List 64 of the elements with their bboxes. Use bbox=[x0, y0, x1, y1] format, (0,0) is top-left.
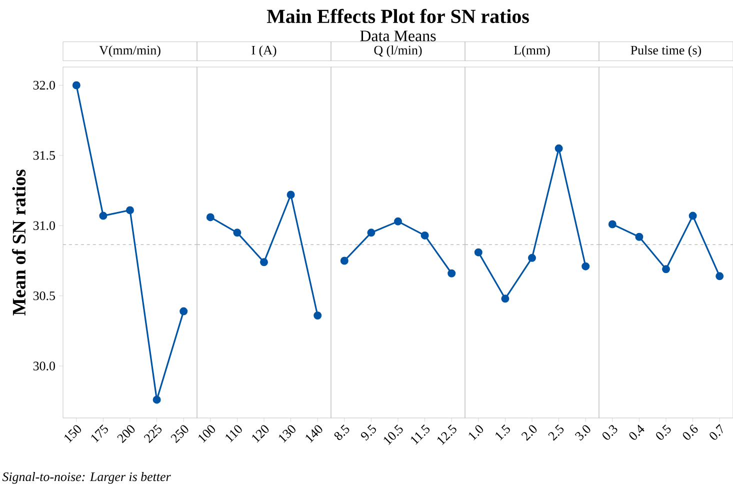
x-axis-title: V(mm/min) bbox=[99, 45, 160, 58]
point bbox=[286, 190, 295, 199]
y-axis-title: Mean of SN ratios bbox=[12, 170, 26, 316]
x-tick-label: 3.0 bbox=[575, 425, 590, 441]
x-tick-label: 0.6 bbox=[682, 424, 698, 440]
chart-title: Main Effects Plot for SN ratios bbox=[266, 8, 529, 24]
x-tick-label: 175 bbox=[91, 424, 108, 443]
point bbox=[99, 212, 108, 220]
point bbox=[180, 307, 188, 316]
point bbox=[635, 232, 644, 241]
x-tick-label: 0.5 bbox=[656, 424, 671, 440]
y-tick-label: 30.5 bbox=[33, 291, 55, 300]
x-tick-label: 140 bbox=[306, 425, 322, 443]
point bbox=[662, 265, 670, 274]
point bbox=[340, 256, 348, 265]
x-tick-label: 11.5 bbox=[410, 424, 430, 445]
x-tick-label: 120 bbox=[252, 425, 269, 443]
x-tick-label: 9.5 bbox=[361, 424, 376, 441]
x-tick-label: 225 bbox=[144, 424, 162, 444]
point bbox=[260, 258, 268, 266]
point bbox=[206, 213, 214, 222]
x-tick-label: 1.0 bbox=[468, 425, 484, 440]
point bbox=[314, 311, 322, 320]
point bbox=[367, 228, 376, 237]
point bbox=[72, 81, 80, 90]
x-axis-title: I (A) bbox=[252, 45, 276, 58]
chart-subtitle: Data Means bbox=[360, 30, 436, 42]
point bbox=[152, 396, 161, 404]
x-tick-label: 0.4 bbox=[629, 424, 644, 440]
point bbox=[688, 212, 697, 220]
x-tick-label: 150 bbox=[64, 425, 82, 443]
x-tick-label: 130 bbox=[278, 425, 296, 443]
point bbox=[716, 272, 724, 280]
x-axis-title: Q (l/min) bbox=[374, 45, 422, 58]
y-tick-label: 31.5 bbox=[33, 151, 55, 160]
point bbox=[474, 248, 482, 256]
point bbox=[126, 206, 134, 214]
x-axis-title: L(mm) bbox=[514, 45, 550, 58]
y-tick-label: 31.0 bbox=[33, 221, 55, 230]
point bbox=[394, 217, 402, 226]
x-tick-label: 0.7 bbox=[710, 424, 723, 440]
point bbox=[420, 231, 429, 240]
point bbox=[501, 294, 510, 303]
point bbox=[582, 262, 590, 270]
x-tick-label: 8.5 bbox=[334, 424, 350, 440]
y-tick-label: 32.0 bbox=[33, 80, 55, 90]
x-tick-label: 1.5 bbox=[496, 424, 510, 440]
x-tick-label: 250 bbox=[170, 425, 188, 444]
x-tick-label: 110 bbox=[226, 425, 242, 442]
x-axis-title: Pulse time (s) bbox=[630, 45, 702, 58]
x-tick-label: 2.0 bbox=[521, 425, 537, 441]
point bbox=[554, 144, 563, 152]
point bbox=[608, 220, 616, 228]
y-tick-label: 30.0 bbox=[33, 362, 55, 370]
x-tick-label: 2.5 bbox=[548, 424, 564, 441]
x-tick-label: 100 bbox=[198, 425, 216, 443]
x-tick-label: 10.5 bbox=[384, 424, 403, 445]
x-tick-label: 0.3 bbox=[602, 425, 618, 440]
x-tick-label: 200 bbox=[117, 425, 135, 444]
text: Signal-to-noise: Larger is better bbox=[2, 472, 171, 484]
point bbox=[448, 269, 456, 278]
point bbox=[528, 254, 536, 262]
point bbox=[233, 228, 242, 237]
x-tick-label: 12.5 bbox=[437, 424, 456, 445]
